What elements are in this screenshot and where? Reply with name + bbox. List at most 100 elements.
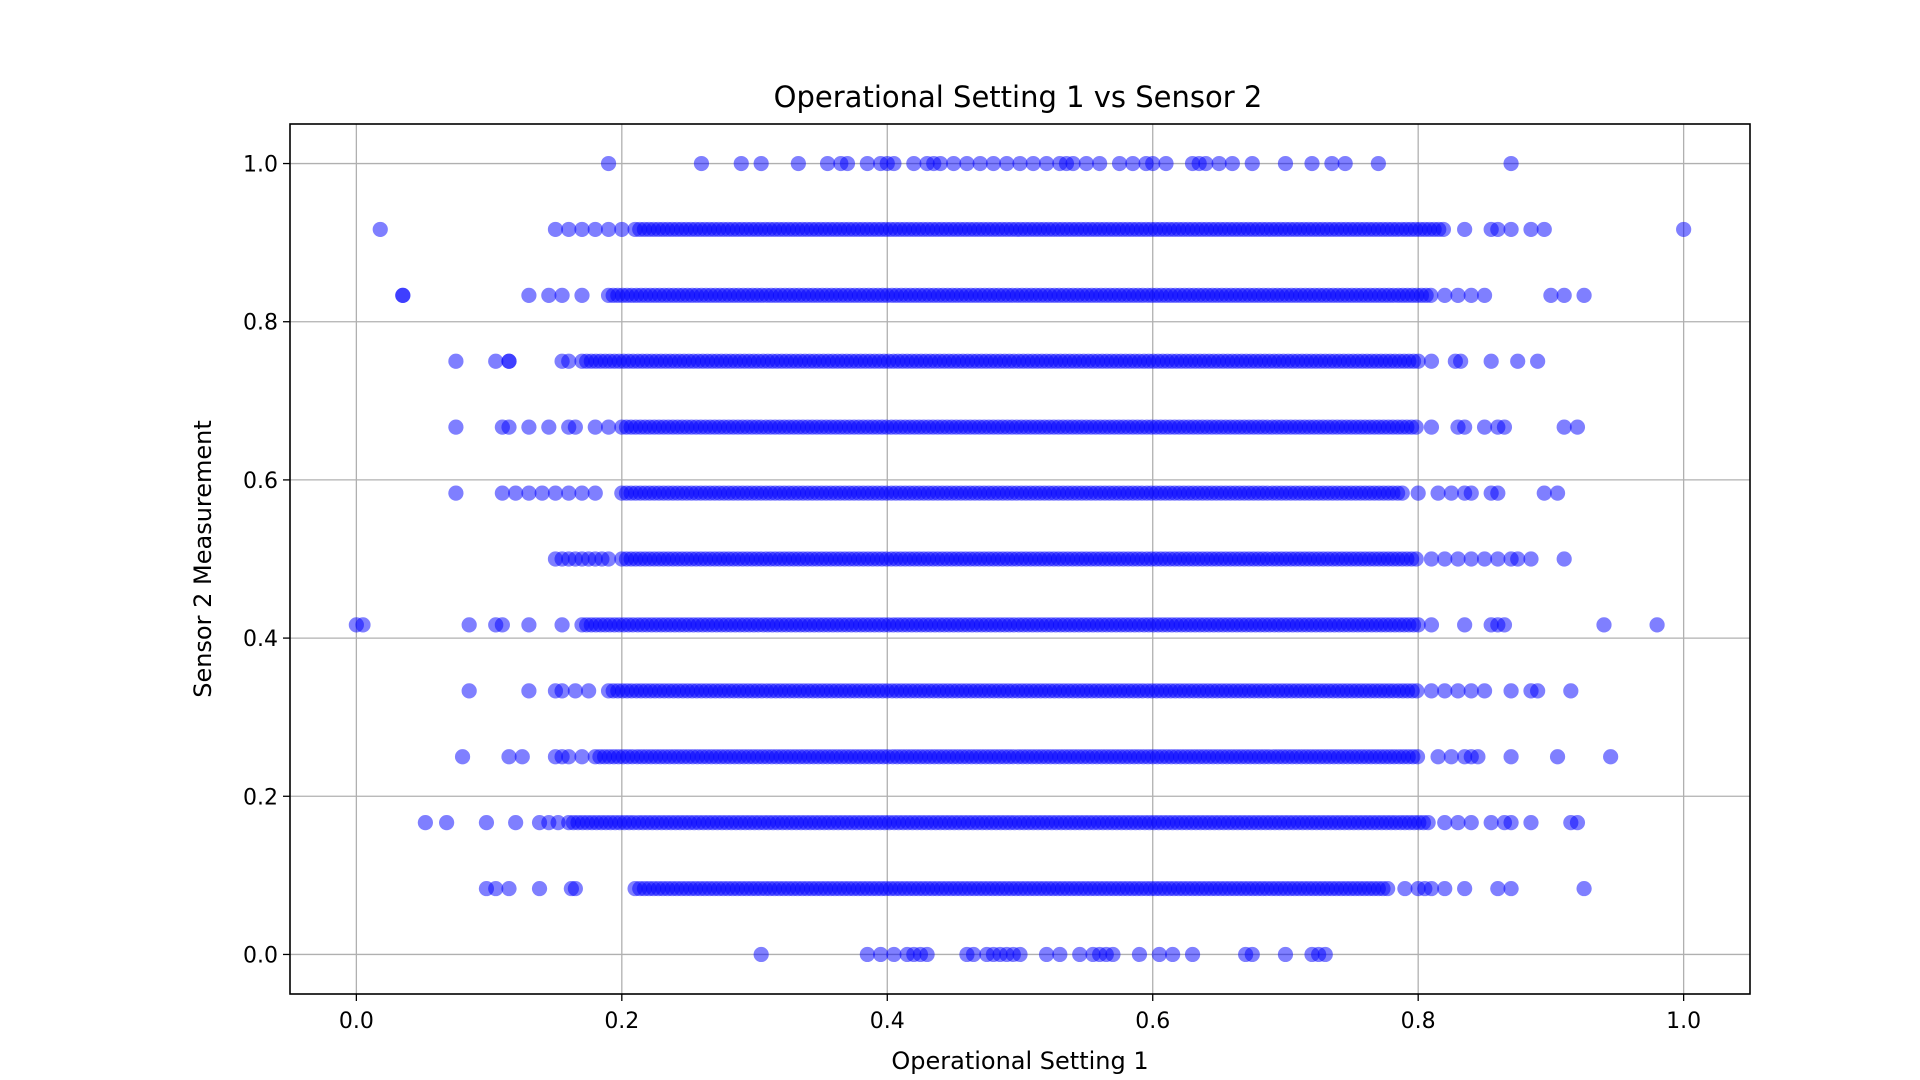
data-point xyxy=(587,221,603,238)
data-point xyxy=(1394,485,1410,501)
data-point xyxy=(1556,287,1572,303)
data-point xyxy=(1523,815,1539,831)
data-point xyxy=(1503,815,1519,831)
data-point xyxy=(959,155,975,172)
data-point xyxy=(1603,749,1619,765)
data-point xyxy=(1430,485,1446,501)
y-tick-label: 0.2 xyxy=(243,785,278,810)
point-row xyxy=(547,551,1572,567)
data-point xyxy=(488,880,504,897)
data-point xyxy=(1410,617,1426,633)
data-point xyxy=(1470,749,1486,765)
data-point xyxy=(965,946,982,963)
data-point xyxy=(1337,155,1353,172)
data-point xyxy=(417,815,433,831)
data-point xyxy=(508,485,524,501)
data-point xyxy=(1510,353,1526,369)
data-point xyxy=(1277,155,1294,172)
data-point xyxy=(561,353,577,369)
data-point xyxy=(1370,155,1386,172)
data-point xyxy=(1523,221,1539,238)
data-point xyxy=(1476,683,1493,699)
data-point xyxy=(1397,880,1413,897)
data-point xyxy=(1435,221,1451,238)
data-point xyxy=(478,815,495,831)
data-point xyxy=(1165,946,1181,963)
x-tick-label: 0.2 xyxy=(604,1009,639,1034)
data-point xyxy=(1158,155,1174,172)
data-point xyxy=(1038,946,1055,963)
data-point xyxy=(1198,155,1214,172)
data-point xyxy=(1437,551,1453,567)
data-point xyxy=(1457,617,1473,633)
data-point xyxy=(448,353,464,369)
data-point xyxy=(1450,683,1466,699)
data-point xyxy=(1423,353,1440,369)
data-point xyxy=(1556,419,1572,435)
data-point xyxy=(733,155,749,172)
data-point xyxy=(1052,946,1068,963)
data-point xyxy=(514,749,530,765)
data-point xyxy=(494,617,510,633)
data-points xyxy=(348,155,1692,963)
data-point xyxy=(1443,485,1459,501)
data-point xyxy=(1549,749,1566,765)
point-row xyxy=(395,287,1592,303)
data-point xyxy=(454,749,471,765)
data-point xyxy=(859,155,875,172)
data-point xyxy=(1496,419,1513,435)
data-point xyxy=(1536,221,1552,238)
data-point xyxy=(567,880,583,897)
data-point xyxy=(567,683,583,699)
data-point xyxy=(547,485,564,501)
data-point xyxy=(1410,353,1426,369)
data-point xyxy=(1450,287,1466,303)
data-point xyxy=(1463,485,1479,501)
y-tick-label: 0.0 xyxy=(243,943,278,968)
data-point xyxy=(1536,485,1552,501)
data-point xyxy=(550,815,566,831)
data-point xyxy=(1443,749,1459,765)
data-point xyxy=(521,617,537,633)
data-point xyxy=(1483,353,1499,369)
data-point xyxy=(1125,155,1141,172)
chart-title: Operational Setting 1 vs Sensor 2 xyxy=(774,80,1263,114)
data-point xyxy=(1510,551,1526,567)
data-point xyxy=(839,155,856,172)
data-point xyxy=(1576,880,1592,897)
data-point xyxy=(439,815,455,831)
data-point xyxy=(972,155,988,172)
data-point xyxy=(1244,155,1260,172)
data-point xyxy=(1463,287,1479,303)
data-point xyxy=(1503,749,1519,765)
data-point xyxy=(1111,155,1128,172)
data-point xyxy=(1503,221,1519,238)
data-point xyxy=(753,155,769,172)
data-point xyxy=(1092,155,1108,172)
data-point xyxy=(1409,683,1425,699)
x-tick-label: 0.4 xyxy=(870,1009,905,1034)
data-point xyxy=(488,353,504,369)
data-point xyxy=(1131,946,1148,963)
data-point xyxy=(1596,617,1612,633)
data-point xyxy=(1457,221,1473,238)
data-point xyxy=(541,287,557,303)
x-axis-label: Operational Setting 1 xyxy=(891,1047,1148,1075)
data-point xyxy=(1576,287,1592,303)
point-row xyxy=(448,353,1546,369)
point-row xyxy=(448,485,1566,501)
data-point xyxy=(1490,485,1506,501)
data-point xyxy=(1324,155,1340,172)
data-point xyxy=(501,353,517,369)
data-point xyxy=(1490,880,1506,897)
data-point xyxy=(1437,880,1453,897)
data-point xyxy=(574,287,590,303)
data-point xyxy=(1450,551,1466,567)
data-point xyxy=(1503,155,1519,172)
point-row xyxy=(461,683,1579,699)
data-point xyxy=(1563,683,1579,699)
data-point xyxy=(985,155,1002,172)
data-point xyxy=(819,155,836,172)
data-point xyxy=(372,221,388,238)
